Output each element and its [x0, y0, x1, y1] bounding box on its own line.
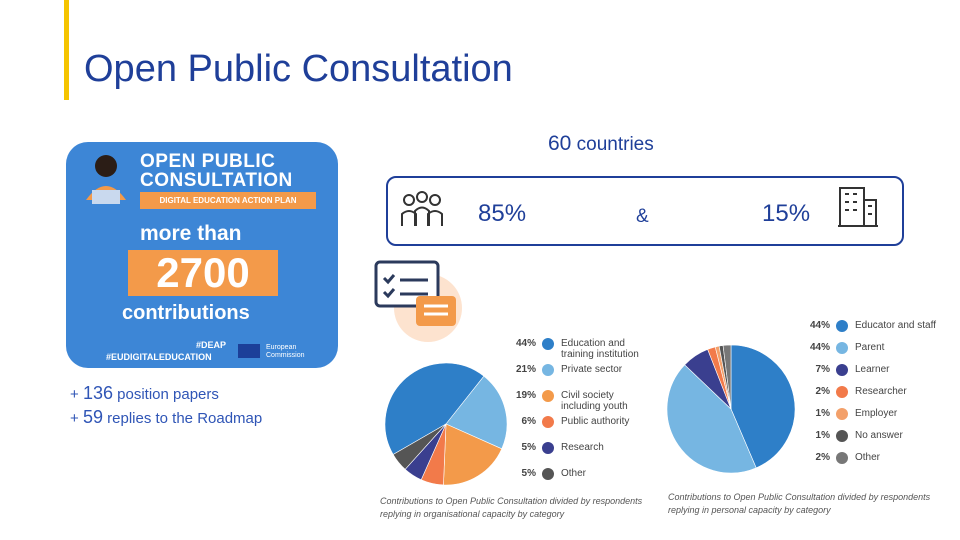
legend-item: 7% Learner	[802, 364, 889, 376]
legend-percentage: 44%	[809, 342, 830, 353]
legend-item: 1% Employer	[802, 408, 897, 420]
individual-percentage: 85%	[478, 200, 527, 227]
legend-label: Research	[561, 442, 604, 453]
promo-hashtag-deap: #DEAP	[196, 340, 227, 350]
legend-percentage: 7%	[815, 364, 830, 375]
organisation-percentage: 15%	[762, 200, 811, 227]
eu-flag-icon	[238, 344, 260, 358]
promo-banner: DIGITAL EDUCATION ACTION PLAN	[140, 192, 316, 209]
legend-percentage: 2%	[815, 386, 830, 397]
legend-label: Other	[561, 468, 587, 479]
people-group-icon	[401, 191, 443, 226]
pie-slice	[384, 362, 485, 455]
legend-percentage: 6%	[521, 416, 536, 427]
legend-item: 44% Educator and staff	[802, 320, 936, 332]
organisation-pie-chart	[384, 362, 508, 486]
legend-item: 19% Civil society including youth	[508, 390, 653, 412]
legend-item: 2% Researcher	[802, 386, 907, 398]
legend-label: Public authority	[561, 416, 630, 427]
promo-hashtag-eudigital: #EUDIGITALEDUCATION	[106, 352, 212, 362]
legend-percentage: 44%	[809, 320, 830, 331]
promo-more-than: more than	[140, 222, 242, 245]
legend-label: Education and training institution	[561, 338, 639, 360]
legend-label: Researcher	[855, 386, 907, 397]
legend-label: Civil society including youth	[561, 390, 628, 412]
legend-item: 1% No answer	[802, 430, 903, 442]
legend-percentage: 5%	[521, 442, 536, 453]
promo-contributions: contributions	[122, 302, 250, 324]
legend-label: Learner	[855, 364, 890, 375]
ampersand: &	[636, 206, 649, 227]
countries-count: 60 countries	[548, 132, 654, 155]
additional-contributions: + 136 position papers + 59 replies to th…	[70, 382, 262, 430]
title-accent-bar	[64, 0, 69, 100]
legend-item: 5% Other	[508, 468, 586, 480]
legend-label: Employer	[855, 408, 898, 419]
legend-swatch	[542, 468, 554, 480]
note-roadmap-replies: + 59 replies to the Roadmap	[70, 407, 263, 427]
legend-swatch	[836, 430, 848, 442]
legend-swatch	[542, 390, 554, 402]
legend-percentage: 5%	[521, 468, 536, 479]
pie-slice	[392, 423, 447, 470]
respondent-split-box: 85% & 15%	[386, 176, 904, 246]
legend-label: Parent	[855, 342, 885, 353]
consultation-promo-card: OPEN PUBLIC CONSULTATION DIGITAL EDUCATI…	[66, 142, 338, 368]
legend-swatch	[542, 338, 554, 350]
legend-item: 5% Research	[508, 442, 604, 454]
legend-label: Educator and staff	[855, 320, 936, 331]
personal-chart-caption: Contributions to Open Public Consultatio…	[668, 492, 931, 515]
page-title: Open Public Consultation	[84, 48, 513, 90]
legend-item: 2% Other	[802, 452, 880, 464]
legend-item: 21% Private sector	[508, 364, 622, 376]
legend-item: 44% Education and training institution	[508, 338, 653, 360]
pie-slice	[722, 344, 732, 410]
legend-swatch	[836, 320, 848, 332]
legend-percentage: 19%	[515, 390, 536, 401]
pie-slice	[730, 344, 796, 469]
person-laptop-icon	[86, 155, 126, 204]
legend-label: Private sector	[561, 364, 623, 375]
office-building-icon	[838, 187, 878, 227]
legend-percentage: 1%	[815, 408, 830, 419]
legend-swatch	[836, 364, 848, 376]
legend-label: Other	[855, 452, 881, 463]
legend-swatch	[836, 452, 848, 464]
survey-checklist-icon	[374, 260, 462, 342]
note-position-papers: + 136 position papers	[70, 383, 219, 403]
commission-logo-text: European Commission	[266, 344, 305, 359]
legend-item: 44% Parent	[802, 342, 884, 354]
promo-headline: OPEN PUBLIC CONSULTATION	[140, 151, 293, 191]
legend-swatch	[836, 386, 848, 398]
promo-number: 2700	[128, 250, 278, 296]
legend-percentage: 1%	[815, 430, 830, 441]
legend-swatch	[836, 342, 848, 354]
legend-percentage: 21%	[515, 364, 536, 375]
legend-percentage: 44%	[515, 338, 536, 349]
legend-swatch	[836, 408, 848, 420]
legend-item: 6% Public authority	[508, 416, 629, 428]
legend-swatch	[542, 416, 554, 428]
legend-swatch	[542, 442, 554, 454]
pie-slice	[666, 364, 757, 474]
personal-pie-chart	[666, 344, 796, 474]
legend-label: No answer	[855, 430, 903, 441]
organisation-chart-caption: Contributions to Open Public Consultatio…	[380, 496, 643, 519]
pie-slice	[443, 423, 503, 486]
legend-percentage: 2%	[815, 452, 830, 463]
legend-swatch	[542, 364, 554, 376]
